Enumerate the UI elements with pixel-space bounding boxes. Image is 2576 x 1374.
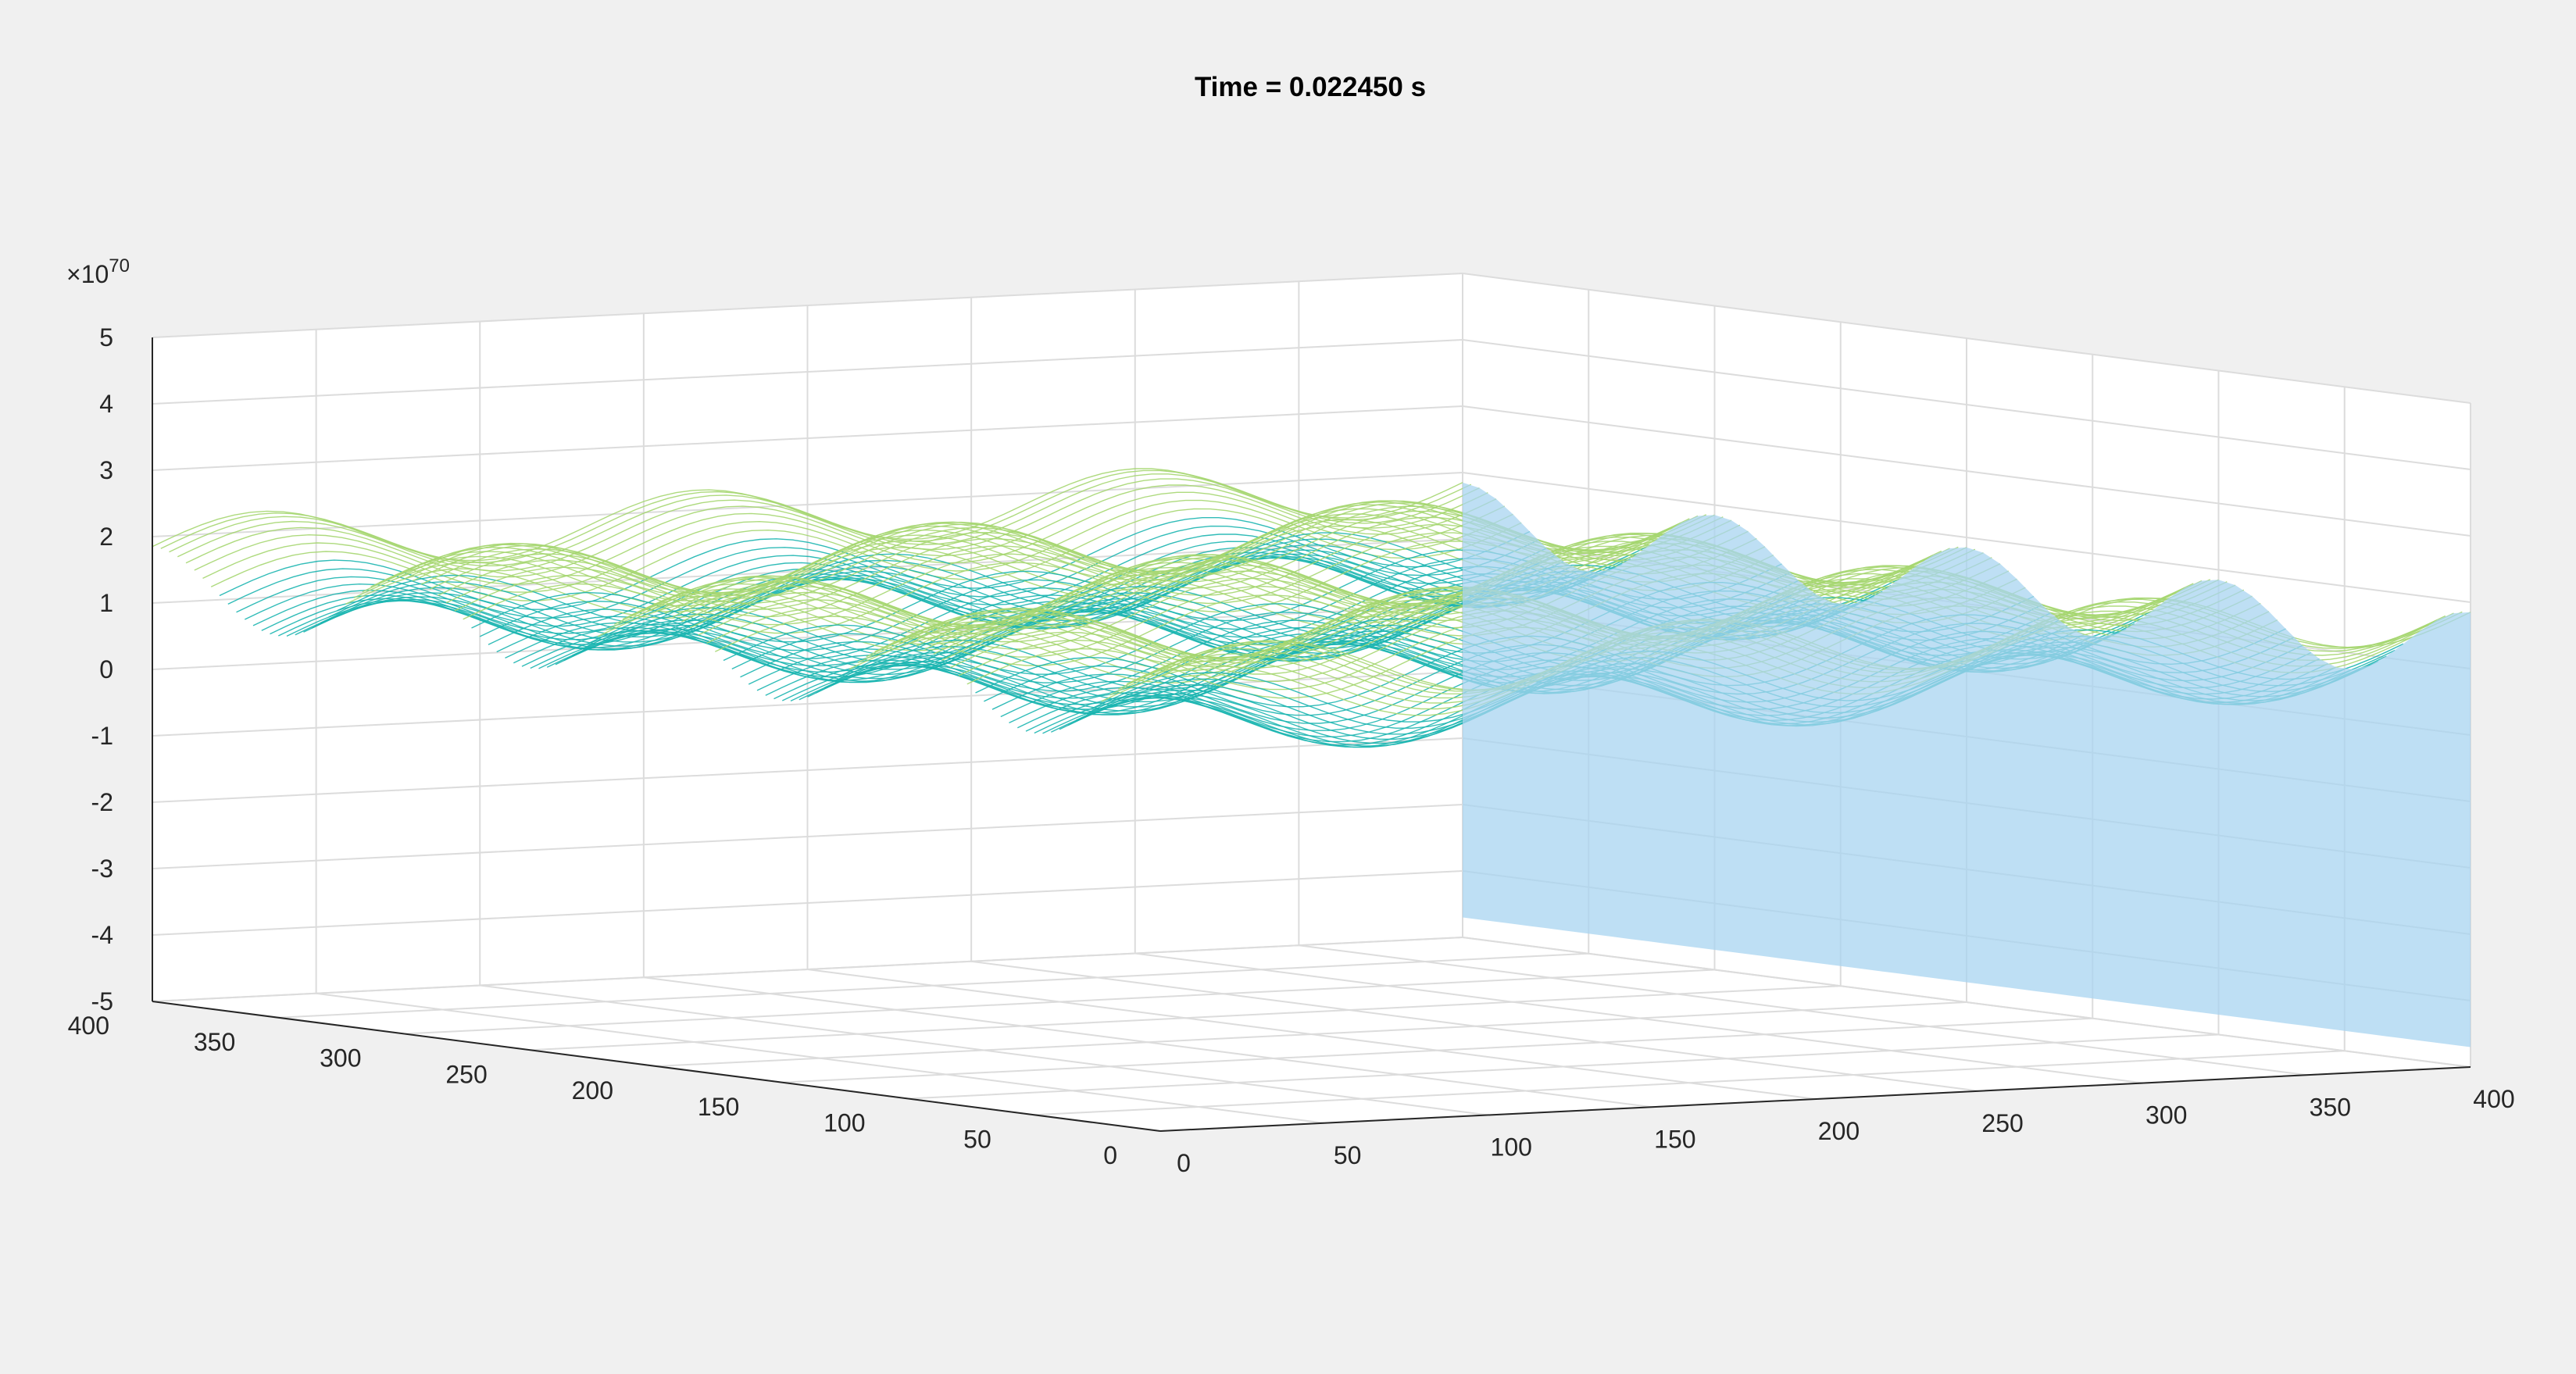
x-tick-label: 200 — [1818, 1117, 1860, 1145]
grid-line-y-floor — [404, 969, 1715, 1035]
x-tick-label: 0 — [1177, 1149, 1191, 1177]
x-tick-label: 300 — [2145, 1101, 2187, 1130]
grid-line-y-floor — [656, 1001, 1967, 1067]
surface-line — [270, 555, 1581, 648]
z-tick-label: 3 — [99, 456, 113, 484]
grid-line-z-back — [152, 870, 1463, 936]
grid-line-z-back — [152, 273, 1463, 338]
grid-line-z-back — [152, 472, 1463, 537]
surface-line — [320, 544, 1631, 637]
z-tick-label: -4 — [91, 921, 113, 949]
grid-line-z-back — [152, 737, 1463, 803]
z-multiplier-base: ×10 — [66, 260, 109, 288]
x-tick-label: 350 — [2310, 1093, 2351, 1121]
surface-line — [303, 553, 1614, 647]
grid-line-z-right — [1462, 472, 2471, 603]
axis-lines — [152, 337, 2471, 1132]
grid-line-y-floor — [278, 952, 1589, 1019]
grid-line-z-right — [1462, 405, 2471, 537]
z-tick-label: 5 — [99, 323, 113, 352]
surface-line — [286, 557, 1598, 651]
surface-line — [202, 499, 1513, 593]
surface-line — [362, 513, 1674, 607]
z-tick-label: -2 — [91, 788, 113, 816]
z-tick-label: 1 — [99, 589, 113, 617]
surface-line — [194, 491, 1506, 585]
y-tick-label: 300 — [320, 1044, 361, 1072]
surface-line — [295, 556, 1606, 650]
surface-line — [185, 484, 1497, 578]
grid-line-z-back — [152, 605, 1463, 670]
grid-line-z-back — [152, 339, 1463, 405]
grid-line-y-floor — [782, 1017, 2093, 1083]
grid-line-z-back — [152, 804, 1463, 869]
y-tick-label: 100 — [824, 1109, 865, 1137]
chart-title: Time = 0.022450 s — [1195, 72, 1426, 102]
y-tick-label: 400 — [68, 1012, 109, 1040]
surface-front-face — [1463, 482, 2471, 1047]
grid-line-z-right — [1462, 339, 2471, 470]
tick-labels: 0 50 100 150 200 250 300 350 4000501001502002503… — [68, 323, 2515, 1177]
z-tick-label: 0 — [99, 655, 113, 683]
z-tick-label: 4 — [99, 390, 113, 418]
y-tick-label: 200 — [572, 1076, 613, 1105]
y-tick-label: 150 — [698, 1093, 739, 1121]
x-tick-label: 250 — [1981, 1109, 2023, 1137]
surface-line — [311, 549, 1623, 643]
surface-mesh — [152, 468, 2471, 1047]
x-tick-label: 400 — [2473, 1085, 2514, 1113]
grid-line-y-floor — [530, 985, 1841, 1051]
z-tick-label: -1 — [91, 722, 113, 750]
y-tick-label: 0 — [1103, 1141, 1117, 1169]
surface-line — [337, 532, 1648, 626]
surface-line — [210, 508, 1522, 601]
grid-line-y-floor — [1034, 1050, 2345, 1116]
surface-line — [177, 478, 1488, 572]
surface-line — [169, 473, 1480, 566]
x-tick-label: 150 — [1654, 1125, 1695, 1153]
grid-line-z-back — [152, 671, 1463, 737]
surface-line — [345, 526, 1656, 619]
grid-line-z-back — [152, 405, 1463, 471]
z-tick-label: 2 — [99, 523, 113, 551]
z-tick-label: -3 — [91, 855, 113, 883]
surface-line — [236, 534, 1547, 627]
grid-line-y-floor — [908, 1033, 2219, 1100]
z-multiplier: ×1070 — [66, 255, 130, 288]
surface-line — [328, 538, 1640, 632]
x-tick-label: 100 — [1491, 1133, 1532, 1162]
surface-line — [244, 541, 1556, 634]
surface-line — [277, 557, 1589, 651]
x-axis-line — [1159, 1066, 2471, 1132]
grid-line-z-right — [1462, 937, 2471, 1068]
y-tick-label: 50 — [963, 1125, 991, 1153]
y-tick-label: 250 — [445, 1060, 487, 1088]
z-tick-label: -5 — [91, 987, 113, 1015]
y-axis-line — [152, 1001, 1161, 1132]
grid-line-z-back — [152, 937, 1463, 1002]
z-multiplier-exponent: 70 — [109, 255, 130, 277]
surface-line — [152, 468, 1463, 562]
y-tick-label: 350 — [194, 1028, 235, 1056]
surface-line — [353, 519, 1665, 612]
grid-line-z-right — [1462, 273, 2471, 404]
x-tick-label: 50 — [1334, 1141, 1362, 1169]
